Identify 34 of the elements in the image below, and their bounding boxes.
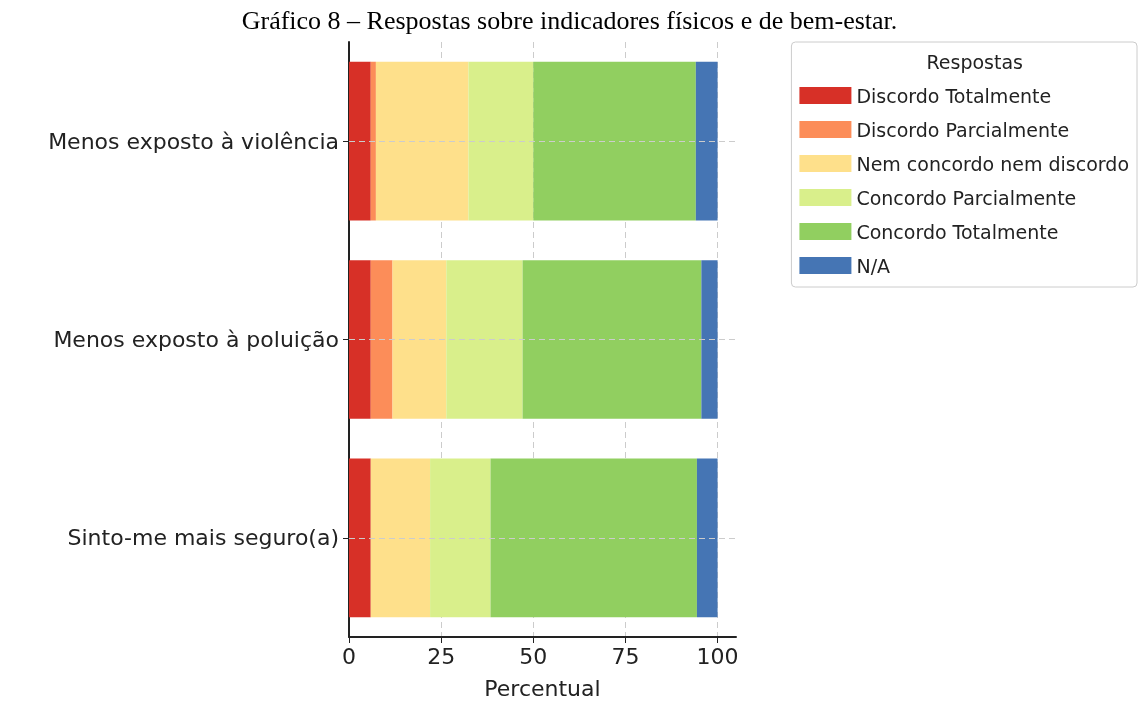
bar bbox=[533, 61, 696, 221]
x-tick-label: 100 bbox=[696, 643, 739, 669]
x-tick-label: 0 bbox=[342, 643, 356, 669]
legend-label: N/A bbox=[856, 254, 891, 277]
y-tick-label: Menos exposto à violência bbox=[48, 128, 339, 154]
legend-label: Nem concordo nem discordo bbox=[856, 152, 1130, 175]
bar bbox=[349, 61, 371, 221]
legend-label: Discordo Parcialmente bbox=[856, 118, 1070, 141]
bar bbox=[349, 458, 371, 618]
x-axis-title: Percentual bbox=[484, 675, 601, 701]
bar bbox=[695, 61, 718, 221]
bar bbox=[468, 61, 534, 221]
y-tick-label: Sinto-me mais seguro(a) bbox=[67, 525, 339, 551]
bar bbox=[375, 61, 469, 221]
legend-label: Concordo Parcialmente bbox=[856, 186, 1077, 209]
bar bbox=[701, 260, 718, 419]
bar bbox=[490, 458, 697, 618]
y-tick-label: Menos exposto à poluição bbox=[53, 327, 339, 352]
legend-title: Respostas bbox=[926, 50, 1023, 73]
bar bbox=[696, 458, 718, 618]
bar bbox=[370, 260, 393, 419]
bar bbox=[370, 458, 431, 618]
x-tick-label: 50 bbox=[519, 643, 548, 669]
x-tick-label: 25 bbox=[427, 643, 456, 669]
bar bbox=[370, 61, 376, 221]
bar bbox=[446, 260, 523, 419]
chart-title: Gráfico 8 – Respostas sobre indicadores físicos e de bem-estar. bbox=[241, 5, 898, 35]
bar bbox=[430, 458, 491, 618]
bar bbox=[392, 260, 447, 419]
legend-label: Discordo Totalmente bbox=[856, 84, 1052, 107]
x-tick-label: 75 bbox=[611, 643, 640, 669]
bar bbox=[522, 260, 702, 419]
bar bbox=[349, 260, 371, 419]
legend-label: Concordo Totalmente bbox=[856, 220, 1059, 243]
